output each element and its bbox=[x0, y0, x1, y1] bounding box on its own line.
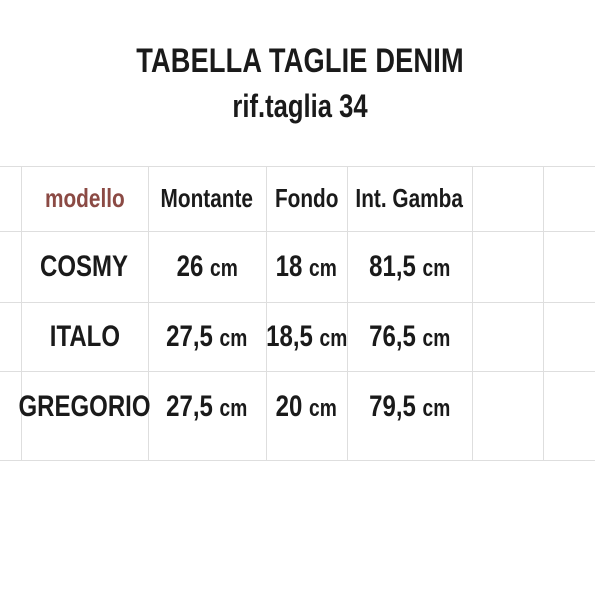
unit-int-gamba-row2: cm bbox=[422, 324, 451, 352]
table-rule-row1-bottom bbox=[0, 302, 595, 303]
value-int-gamba-row1: 81,5 bbox=[368, 249, 416, 283]
table-rule-top bbox=[0, 166, 595, 167]
header-label-modello: modello bbox=[44, 182, 125, 213]
header-label-fondo: Fondo bbox=[274, 182, 339, 213]
table-divider-montante bbox=[266, 166, 267, 460]
value-int-gamba-row3: 79,5 bbox=[368, 389, 416, 423]
unit-int-gamba-row3: cm bbox=[422, 394, 451, 422]
table-divider-right-edge bbox=[543, 166, 544, 460]
value-fondo-row1: 18 bbox=[275, 249, 303, 283]
table-row: ITALO bbox=[21, 302, 148, 371]
table-row: GREGORIO bbox=[18, 371, 151, 442]
table-row: 26 cm bbox=[148, 231, 266, 302]
unit-int-gamba-row1: cm bbox=[422, 254, 451, 282]
table-divider-fondo bbox=[347, 166, 348, 460]
table-row: 27,5 cm bbox=[148, 371, 266, 442]
table-rule-bottom bbox=[0, 460, 595, 461]
unit-montante-row2: cm bbox=[219, 324, 248, 352]
table-row: 18 cm bbox=[266, 231, 347, 302]
unit-fondo-row1: cm bbox=[309, 254, 338, 282]
cell-fondo-row2: 18,5 cm bbox=[266, 321, 347, 353]
value-int-gamba-row2: 76,5 bbox=[368, 319, 416, 353]
table-divider-left-edge bbox=[21, 166, 22, 460]
value-fondo-row3: 20 bbox=[275, 389, 303, 423]
cell-modello-row3: GREGORIO bbox=[18, 389, 151, 423]
table-row: 27,5 cm bbox=[148, 302, 266, 371]
table-row: 18,5 cm bbox=[266, 302, 347, 371]
cell-int-gamba-row2: 76,5 cm bbox=[369, 321, 450, 353]
table-rule-row2-bottom bbox=[0, 371, 595, 372]
header-label-int-gamba: Int. Gamba bbox=[355, 182, 464, 213]
value-montante-row3: 27,5 bbox=[166, 389, 214, 423]
cell-int-gamba-row1: 81,5 cm bbox=[369, 251, 450, 283]
table-row: 79,5 cm bbox=[347, 371, 472, 442]
table-row: 76,5 cm bbox=[347, 302, 472, 371]
cell-modello-row2: ITALO bbox=[49, 319, 120, 353]
cell-montante-row1: 26 cm bbox=[176, 251, 237, 283]
value-fondo-row2: 18,5 bbox=[265, 319, 313, 353]
unit-montante-row3: cm bbox=[219, 394, 248, 422]
cell-modello-row1: COSMY bbox=[40, 249, 129, 283]
cell-montante-row3: 27,5 cm bbox=[166, 391, 247, 423]
table-divider-modello bbox=[148, 166, 149, 460]
page-title: TABELLA TAGLIE DENIM bbox=[136, 42, 464, 80]
heading-block: TABELLA TAGLIE DENIM rif.taglia 34 bbox=[0, 44, 600, 122]
table-divider-int-gamba bbox=[472, 166, 473, 460]
header-label-montante: Montante bbox=[160, 182, 254, 213]
table-row: 81,5 cm bbox=[347, 231, 472, 302]
header-cell-montante: Montante bbox=[148, 166, 266, 231]
value-montante-row1: 26 bbox=[176, 249, 204, 283]
unit-fondo-row2: cm bbox=[319, 324, 348, 352]
header-cell-int-gamba: Int. Gamba bbox=[347, 166, 472, 231]
table-row: 20 cm bbox=[266, 371, 347, 442]
cell-int-gamba-row3: 79,5 cm bbox=[369, 391, 450, 423]
unit-fondo-row3: cm bbox=[309, 394, 338, 422]
unit-montante-row1: cm bbox=[209, 254, 238, 282]
table-rule-header-bottom bbox=[0, 231, 595, 232]
size-table: modello Montante Fondo Int. Gamba COSMY … bbox=[0, 166, 600, 461]
header-cell-modello: modello bbox=[21, 166, 148, 231]
header-cell-fondo: Fondo bbox=[266, 166, 347, 231]
table-row: COSMY bbox=[21, 231, 148, 302]
cell-fondo-row3: 20 cm bbox=[276, 391, 337, 423]
page-subtitle: rif.taglia 34 bbox=[232, 88, 368, 124]
cell-fondo-row1: 18 cm bbox=[276, 251, 337, 283]
value-montante-row2: 27,5 bbox=[166, 319, 214, 353]
cell-montante-row2: 27,5 cm bbox=[166, 321, 247, 353]
